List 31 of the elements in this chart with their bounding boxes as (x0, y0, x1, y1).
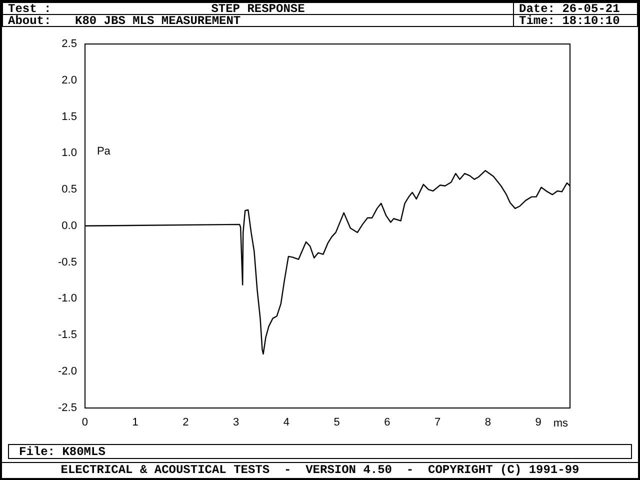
y-tick-label: -1.0 (58, 292, 77, 305)
text: Time: 18:10:10 (519, 14, 620, 28)
y-tick-label: 1.0 (62, 147, 77, 160)
text: K80 JBS MLS MEASUREMENT (75, 14, 241, 28)
x-tick-label: 4 (283, 416, 290, 428)
y-tick-label: 1.5 (62, 110, 77, 123)
x-tick-label: 5 (334, 416, 340, 428)
x-tick-label: 2 (182, 416, 189, 428)
x-tick-label: 6 (384, 416, 390, 428)
x-tick-label: 3 (232, 416, 240, 428)
x-tick-label: 0 (82, 416, 88, 428)
y-tick-label: -0.5 (58, 256, 77, 268)
x-tick-label: 1 (132, 416, 138, 428)
y-tick-label: -1.5 (58, 329, 77, 342)
y-tick-label: 0.5 (62, 184, 77, 196)
text: Test : (8, 2, 52, 16)
y-axis-title: Pa (96, 146, 112, 158)
x-axis-title: ms (553, 418, 568, 430)
text: ELECTRICAL & ACOUSTICAL TESTS - VERSION 4.50 - COPYRIGHT (C) 1991-99 (60, 463, 580, 477)
x-tick-label: 9 (535, 416, 542, 428)
x-tick-label: 7 (434, 416, 441, 428)
chart-title: STEP RESPONSE (211, 2, 305, 16)
y-tick-label: 0.0 (62, 220, 77, 232)
y-tick-label: -2.0 (58, 365, 77, 378)
x-tick-label: 8 (484, 416, 491, 428)
y-tick-label: 2.0 (62, 74, 77, 86)
y-tick-label: -2.5 (58, 402, 77, 414)
text: Date: 26-05-21 (519, 2, 620, 16)
text: File: K80MLS (19, 445, 106, 459)
y-tick-label: 2.5 (62, 38, 77, 50)
text: About: (8, 14, 52, 28)
